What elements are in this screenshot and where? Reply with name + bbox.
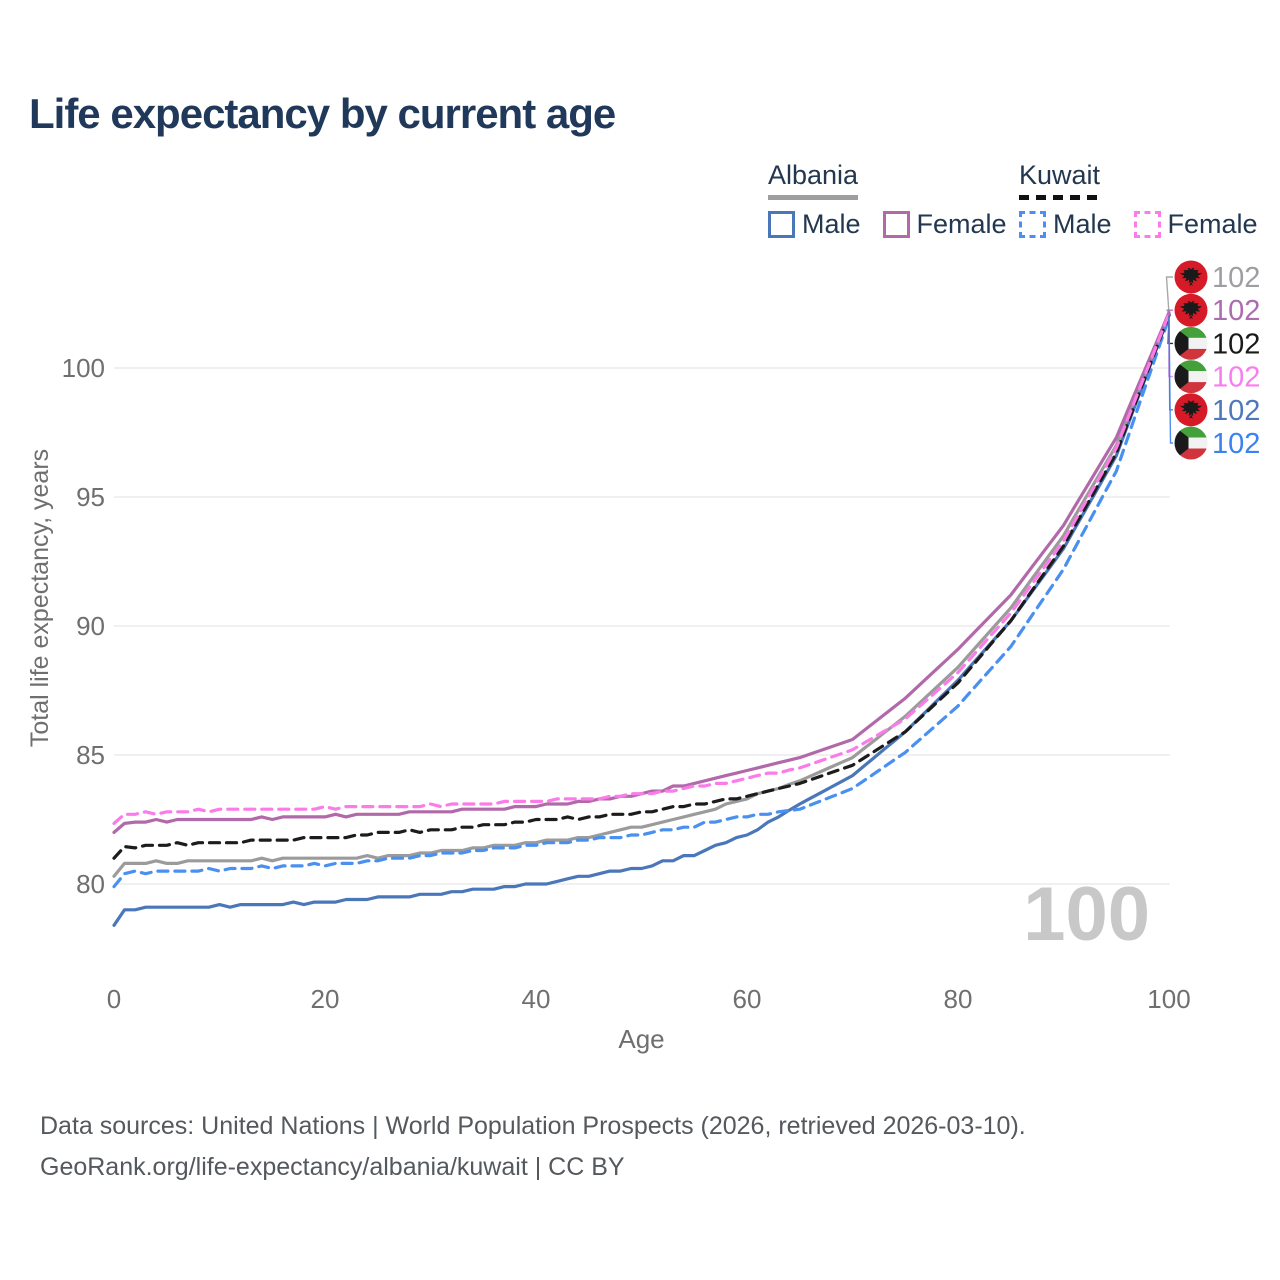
y-tick-label-80: 80 [76,869,105,899]
leader-line-albania-female [1165,309,1173,313]
albania-flag-icon [1174,393,1208,427]
x-tick-label-40: 40 [522,984,551,1014]
end-value-label-kuwait-total: 102 [1212,328,1260,360]
legend-country-kuwait-label: Kuwait [1019,160,1101,190]
leader-line-kuwait-male [1168,317,1173,444]
albania-male-swatch-icon [768,211,795,238]
band-green [1174,360,1208,372]
x-tick-label-80: 80 [944,984,973,1014]
band-white [1174,437,1208,449]
kuwait-flag-icon [1174,326,1208,360]
band-green [1174,326,1208,338]
legend-item-kuwait-male[interactable]: Male [1019,209,1112,240]
band-black-trapezoid [1174,426,1189,460]
legend-country-albania-label: Albania [768,160,859,190]
legend-item-kuwait-female[interactable]: Female [1133,209,1258,240]
age-watermark: 100 [1023,872,1150,957]
y-tick-label-95: 95 [76,482,105,512]
albania-female-swatch-icon [882,211,910,238]
legend-item-label: Female [1167,209,1258,239]
legend-item-label: Male [1053,209,1112,239]
leader-line-albania-total [1165,276,1173,314]
end-value-label-albania-total: 102 [1212,262,1260,294]
kuwait-flag-icon [1174,360,1208,394]
kuwait-flag-icon [1174,426,1208,460]
band-white [1174,371,1208,383]
attribution-line: GeoRank.org/life-expectancy/albania/kuwa… [40,1153,625,1181]
legend-country-albania[interactable]: Albania [768,160,859,200]
band-black-trapezoid [1174,326,1189,360]
kuwait-bands [1174,326,1208,360]
page-title: Life expectancy by current age [29,90,616,137]
legend-group-albania: Albania Male Female [768,160,1007,240]
albania-flag-icon [1174,293,1208,327]
albania-eagle [1179,400,1203,419]
x-tick-label-60: 60 [733,984,762,1014]
kuwait-linestyle-sample [1019,195,1101,200]
legend-group-kuwait: Kuwait Male Female [1019,160,1258,240]
albania-eagle [1179,267,1203,286]
kuwait-female-swatch-icon [1133,211,1161,238]
y-axis-title: Total life expectancy, years [26,449,54,747]
line-kuwait-female[interactable] [112,312,1171,826]
y-tick-label-90: 90 [76,611,105,641]
band-green [1174,426,1208,438]
band-red [1174,348,1208,360]
kuwait-bands [1174,426,1208,460]
legend-item-albania-female[interactable]: Female [882,209,1007,240]
albania-eagle [1179,301,1203,320]
data-sources-note: Data sources: United Nations | World Pop… [40,1106,1026,1188]
end-value-label-kuwait-female: 102 [1212,362,1260,394]
x-tick-label-20: 20 [311,984,340,1014]
albania-flag-icon [1174,260,1208,294]
legend-country-kuwait[interactable]: Kuwait [1019,160,1101,200]
line-kuwait-male[interactable] [112,316,1171,889]
line-albania-total[interactable] [112,312,1171,878]
band-red [1174,448,1208,460]
albania-linestyle-sample [768,195,859,200]
x-tick-label-0: 0 [107,984,121,1014]
legend-item-label: Male [802,209,861,239]
x-tick-label-100: 100 [1147,984,1190,1014]
kuwait-male-swatch-icon [1019,211,1046,238]
y-tick-label-85: 85 [76,740,105,770]
legend-item-label: Female [916,209,1007,239]
band-red [1174,382,1208,394]
end-value-label-albania-female: 102 [1212,295,1260,327]
band-black-trapezoid [1174,360,1189,394]
end-value-label-kuwait-male: 102 [1212,428,1260,460]
end-value-label-albania-male: 102 [1212,395,1260,427]
data-sources-line: Data sources: United Nations | World Pop… [40,1112,1026,1140]
kuwait-bands [1174,360,1208,394]
line-kuwait-total[interactable] [112,313,1171,860]
x-axis-title: Age [618,1024,664,1054]
band-white [1174,337,1208,349]
legend-item-albania-male[interactable]: Male [768,209,861,240]
y-tick-label-100: 100 [62,353,105,383]
